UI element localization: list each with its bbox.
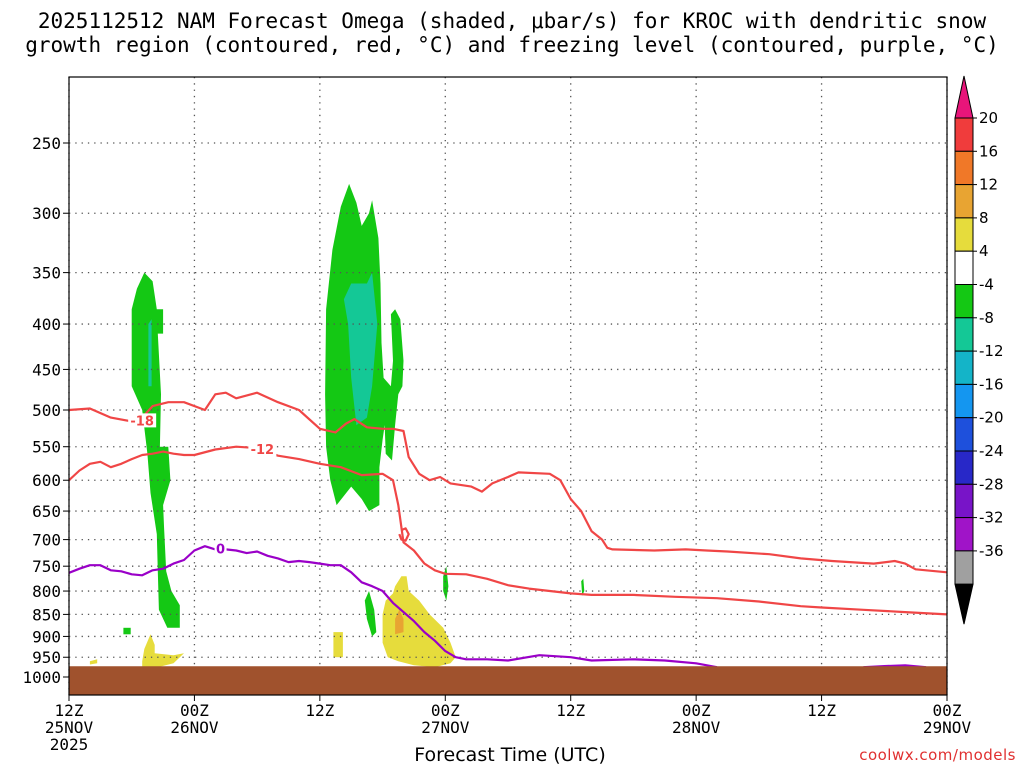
y-tick-label-350: 350: [32, 264, 61, 283]
y-tick-label-250: 250: [32, 134, 61, 153]
colorbar-swatch-1: [954, 117, 974, 152]
colorbar-swatch-10: [954, 417, 974, 452]
x-tick-label-60-1: 28NOV: [672, 718, 721, 737]
omega-region-12: [395, 609, 404, 635]
y-tick-label-550: 550: [32, 438, 61, 457]
y-tick-label-600: 600: [32, 471, 61, 490]
x-tick-label-0-2: 2025: [50, 735, 89, 754]
omega-region-9: [89, 659, 98, 665]
colorbar-label-6: -8: [979, 309, 994, 327]
x-tick-label-24-0: 12Z: [305, 701, 334, 720]
red-contour-label-1: -12: [251, 443, 275, 458]
colorbar-swatch-5: [954, 250, 974, 285]
omega-region-7: [123, 627, 131, 635]
x-tick-label-12-1: 26NOV: [170, 718, 219, 737]
omega-region-4: [364, 591, 377, 637]
colorbar-swatch-2: [954, 150, 974, 186]
x-tick-label-36-1: 27NOV: [421, 718, 470, 737]
colorbar-swatch-9: [954, 383, 974, 419]
colorbar-swatch-14: [954, 550, 974, 585]
x-tick-label-60-0: 00Z: [682, 701, 711, 720]
colorbar-label-8: -16: [979, 375, 1004, 393]
x-tick-label-0-0: 12Z: [55, 701, 84, 720]
y-tick-label-750: 750: [32, 557, 61, 576]
colorbar-swatch-3: [954, 184, 974, 219]
colorbar-label-10: -24: [979, 442, 1004, 460]
y-tick-label-450: 450: [32, 360, 61, 379]
colorbar-bottom-triangle: [954, 583, 974, 625]
colorbar-label-0: 20: [979, 109, 998, 127]
purple-contour-0: [69, 545, 718, 669]
x-tick-label-84-1: 29NOV: [923, 718, 972, 737]
x-tick-label-12-0: 00Z: [180, 701, 209, 720]
purple-contour-label-bg-0: [214, 541, 227, 556]
colorbar-top-triangle: [954, 75, 974, 119]
colorbar-swatch-12: [954, 483, 974, 519]
y-tick-label-500: 500: [32, 401, 61, 420]
omega-region-2: [343, 272, 378, 426]
red-contour-label-0: -18: [130, 414, 154, 429]
purple-contour-label-0: 0: [216, 542, 225, 557]
red-contour-label-bg-0: [128, 413, 157, 428]
y-tick-label-300: 300: [32, 204, 61, 223]
colorbar-label-9: -20: [979, 409, 1004, 427]
omega-region-10: [333, 632, 343, 658]
colorbar-label-4: 4: [979, 242, 989, 260]
colorbar-label-2: 12: [979, 176, 998, 194]
chart-title-line-1: 2025112512 NAM Forecast Omega (shaded, μ…: [37, 9, 987, 33]
x-tick-label-48-0: 12Z: [556, 701, 585, 720]
colorbar-label-5: -4: [979, 276, 994, 294]
omega-region-5: [443, 566, 449, 601]
x-axis-title: Forecast Time (UTC): [414, 744, 606, 766]
colorbar-label-13: -36: [979, 542, 1004, 560]
red-contour-label-bg-1: [248, 442, 277, 457]
colorbar-label-1: 16: [979, 142, 998, 160]
red-contour-2: [398, 527, 410, 542]
omega-region-3: [148, 319, 152, 387]
y-tick-label-700: 700: [32, 531, 61, 550]
y-tick-label-900: 900: [32, 627, 61, 646]
red-contour-1: [69, 445, 947, 616]
y-tick-label-400: 400: [32, 315, 61, 334]
omega-region-0: [131, 272, 180, 628]
chart-title-line-2: growth region (contoured, red, °C) and f…: [25, 33, 999, 57]
colorbar-swatch-6: [954, 284, 974, 319]
plot-frame: [68, 76, 948, 696]
credit-link[interactable]: coolwx.com/models: [859, 746, 1016, 764]
colorbar-swatch-7: [954, 317, 974, 352]
y-tick-label-950: 950: [32, 648, 61, 667]
colorbar-swatch-4: [954, 217, 974, 252]
y-tick-label-850: 850: [32, 605, 61, 624]
colorbar-swatch-8: [954, 350, 974, 385]
colorbar-label-11: -28: [979, 475, 1004, 493]
colorbar-swatch-13: [954, 517, 974, 552]
colorbar-label-7: -12: [979, 342, 1004, 360]
colorbar-label-12: -32: [979, 509, 1004, 527]
x-tick-label-36-0: 00Z: [431, 701, 460, 720]
y-tick-label-1000: 1000: [22, 668, 61, 687]
omega-region-8: [142, 634, 184, 668]
x-tick-label-0-1: 25NOV: [45, 718, 94, 737]
omega-region-6: [581, 578, 585, 596]
red-contour-0: [69, 391, 947, 574]
y-tick-label-800: 800: [32, 582, 61, 601]
x-tick-label-72-0: 12Z: [807, 701, 836, 720]
x-tick-label-84-0: 00Z: [933, 701, 962, 720]
colorbar-label-3: 8: [979, 209, 989, 227]
terrain-band: [69, 666, 947, 695]
y-tick-label-650: 650: [32, 502, 61, 521]
colorbar-swatch-11: [954, 450, 974, 485]
